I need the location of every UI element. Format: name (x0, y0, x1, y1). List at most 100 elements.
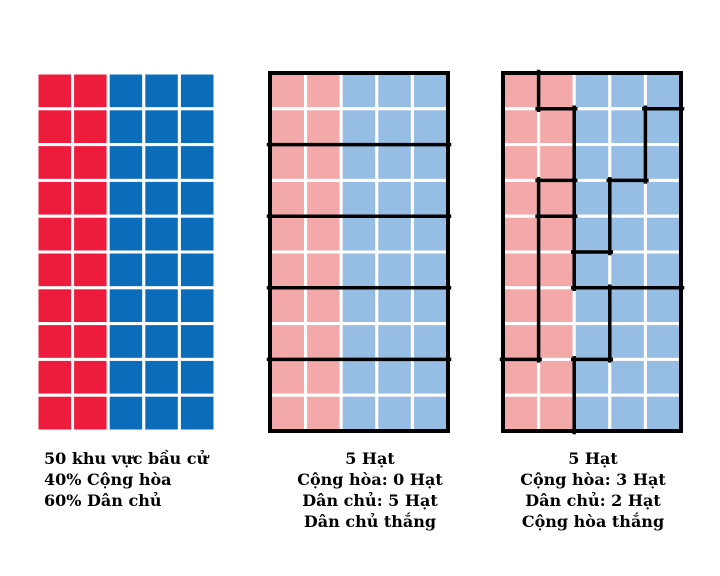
precinct-rep (268, 286, 308, 326)
plan-b-caption: 5 Hạt Cộng hòa: 3 Hạt Dân chủ: 2 Hạt Cộn… (478, 448, 708, 532)
precinct-dem (106, 286, 146, 326)
caption-line-dem-share: 60% Dân chủ (44, 491, 162, 510)
precinct-rep (304, 71, 343, 111)
precinct-dem (142, 250, 181, 290)
precinct-rep (537, 178, 576, 218)
caption-line-winner: Cộng hòa thắng (521, 512, 665, 531)
precinct-dem (106, 107, 146, 147)
precinct-dem (643, 214, 683, 254)
precinct-dem (339, 357, 379, 397)
precinct-rep (71, 250, 110, 290)
precinct-rep (537, 322, 576, 361)
precinct-rep (501, 286, 541, 326)
district-plan-b-grid (499, 69, 685, 435)
precinct-dem (643, 357, 683, 397)
precinct-rep (304, 178, 343, 218)
plan-a-caption: 5 Hạt Cộng hòa: 0 Hạt Dân chủ: 5 Hạt Dân… (255, 448, 485, 532)
precinct-dem (375, 357, 414, 397)
district-boundary-lines (266, 142, 452, 362)
precinct-rep (35, 286, 75, 326)
precinct-rep (537, 71, 576, 111)
precinct-rep (304, 250, 343, 290)
precinct-dem (572, 286, 612, 326)
precinct-rep (304, 143, 343, 182)
precinct-dem (608, 286, 647, 326)
precinct-dem (177, 71, 217, 111)
precinct-rep (304, 393, 343, 433)
precinct-rep (71, 322, 110, 361)
precinct-rep (71, 393, 110, 433)
precinct-dem (410, 322, 450, 361)
precinct-rep (71, 214, 110, 254)
precinct-rep (71, 178, 110, 218)
precinct-dem (339, 322, 379, 361)
precinct-dem (410, 71, 450, 111)
precinct-rep (304, 286, 343, 326)
district-outer-border (501, 71, 683, 433)
precinct-dem (177, 250, 217, 290)
precinct-dem (339, 250, 379, 290)
precinct-dem (142, 214, 181, 254)
caption-line-districts: 5 Hạt (568, 449, 618, 468)
precinct-rep (304, 214, 343, 254)
precinct-rep (71, 143, 110, 182)
precinct-dem (106, 143, 146, 182)
precinct-rep (268, 143, 308, 182)
precinct-dem (339, 71, 379, 111)
precinct-rep (268, 322, 308, 361)
precinct-rep (35, 107, 75, 147)
precinct-dem (375, 71, 414, 111)
precinct-rep (71, 286, 110, 326)
precinct-dem (375, 322, 414, 361)
precinct-rep (268, 107, 308, 147)
district-plan-a-grid (266, 71, 452, 433)
precinct-rep (71, 71, 110, 111)
precinct-dem (375, 286, 414, 326)
caption-line-winner: Dân chủ thắng (303, 512, 437, 531)
precinct-rep (268, 178, 308, 218)
precinct-rep (35, 393, 75, 433)
precinct-dem (572, 71, 612, 111)
precinct-dem (375, 107, 414, 147)
precinct-rep (501, 357, 541, 397)
precinct-dem (643, 322, 683, 361)
precinct-dem (142, 357, 181, 397)
precinct-rep (71, 107, 110, 147)
caption-line-rep-seats: Cộng hòa: 0 Hạt (297, 470, 443, 489)
precinct-dem (177, 178, 217, 218)
precinct-dem (142, 322, 181, 361)
precinct-dem (177, 286, 217, 326)
precinct-dem (177, 393, 217, 433)
precinct-dem (572, 143, 612, 182)
precinct-dem (572, 214, 612, 254)
precinct-dem (142, 71, 181, 111)
precinct-dem (410, 178, 450, 218)
precinct-dem (142, 143, 181, 182)
precinct-rep (35, 214, 75, 254)
precinct-dem (339, 178, 379, 218)
precinct-rep (35, 178, 75, 218)
precinct-rep (268, 214, 308, 254)
precinct-rep (537, 286, 576, 326)
precinct-rep (501, 250, 541, 290)
precinct-rep (501, 107, 541, 147)
precinct-dem (608, 250, 647, 290)
precinct-rep (501, 214, 541, 254)
precinct-rep (537, 143, 576, 182)
precinct-rep (537, 107, 576, 147)
precinct-dem (177, 107, 217, 147)
precinct-dem (608, 178, 647, 218)
caption-line-districts: 5 Hạt (345, 449, 395, 468)
precinct-rep (537, 214, 576, 254)
precinct-dem (339, 286, 379, 326)
precinct-dem (572, 393, 612, 433)
precinct-dem (339, 393, 379, 433)
precinct-dem (410, 357, 450, 397)
precinct-dem (106, 214, 146, 254)
precinct-dem (106, 250, 146, 290)
precinct-rep (501, 71, 541, 111)
precinct-dem (643, 71, 683, 111)
precinct-dem (375, 214, 414, 254)
precinct-dem (572, 107, 612, 147)
precinct-dem (608, 143, 647, 182)
